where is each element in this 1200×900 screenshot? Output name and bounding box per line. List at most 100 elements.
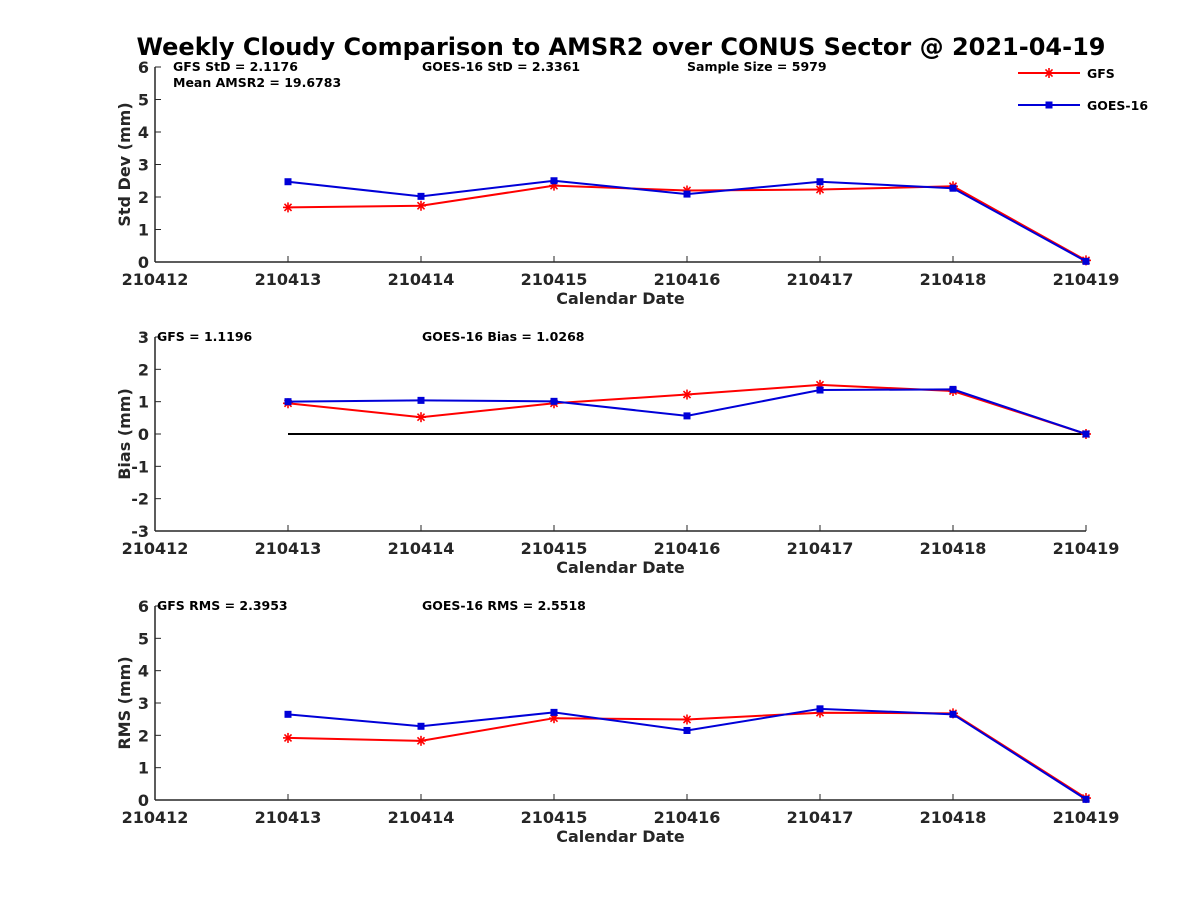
x-tick-label: 210414 (388, 808, 455, 827)
y-tick-label: 6 (138, 58, 149, 77)
x-tick-label: 210414 (388, 270, 455, 289)
series-goes-16 (284, 177, 1090, 265)
chart-3: 0 1 2 3 4 5 6 210412 210413 210414 210415 210416 210… (115, 597, 1119, 846)
data-point-marker (683, 726, 691, 734)
x-tick-label: 210415 (521, 270, 588, 289)
x-tick-label: 210415 (521, 808, 588, 827)
x-tick-label: 210418 (920, 808, 987, 827)
y-tick-label: 1 (138, 393, 149, 412)
y-tick-label: 4 (138, 662, 149, 681)
x-tick-label: 210416 (654, 270, 721, 289)
figure-title: Weekly Cloudy Comparison to AMSR2 over C… (137, 33, 1106, 61)
y-axis-label: Bias (mm) (115, 388, 134, 480)
data-point-marker (1082, 257, 1090, 265)
x-tick-label: 210419 (1053, 808, 1120, 827)
data-point-marker (417, 192, 425, 200)
x-tick-label: 210417 (787, 270, 854, 289)
y-tick-label: 5 (138, 629, 149, 648)
y-tick-label: 0 (138, 791, 149, 810)
y-tick-label: 3 (138, 156, 149, 175)
y-tick-label: 0 (138, 425, 149, 444)
stat-annotation: GFS RMS = 2.3953 (157, 598, 288, 613)
data-point-marker (949, 710, 957, 718)
data-point-marker (416, 735, 426, 746)
x-axis-label: Calendar Date (556, 558, 685, 577)
x-tick-label: 210418 (920, 539, 987, 558)
x-tick-label: 210412 (122, 539, 189, 558)
x-tick-label: 210412 (122, 270, 189, 289)
x-tick-label: 210416 (654, 539, 721, 558)
data-point-marker (816, 386, 824, 394)
y-tick-label: 1 (138, 759, 149, 778)
x-tick-label: 210413 (255, 808, 322, 827)
data-point-marker (284, 398, 292, 406)
x-tick-label: 210416 (654, 808, 721, 827)
data-point-marker (949, 385, 957, 393)
data-point-marker (284, 710, 292, 718)
y-tick-label: -1 (131, 457, 149, 476)
y-axis-label: Std Dev (mm) (115, 102, 134, 226)
legend-label: GFS (1087, 66, 1115, 81)
x-tick-label: 210412 (122, 808, 189, 827)
y-tick-label: 6 (138, 597, 149, 616)
y-tick-label: 2 (138, 360, 149, 379)
x-axis-label: Calendar Date (556, 827, 685, 846)
y-tick-label: 1 (138, 221, 149, 240)
data-point-marker (283, 202, 293, 213)
stat-annotation: GFS StD = 2.1176 (173, 59, 298, 74)
x-tick-label: 210413 (255, 539, 322, 558)
x-tick-label: 210415 (521, 539, 588, 558)
legend-marker (1045, 101, 1053, 109)
data-point-marker (1082, 795, 1090, 803)
y-tick-label: -3 (131, 522, 149, 541)
legend-marker (1044, 68, 1054, 78)
x-tick-label: 210417 (787, 539, 854, 558)
y-axis-label: RMS (mm) (115, 656, 134, 749)
data-point-marker (949, 184, 957, 192)
stat-annotation: GOES-16 RMS = 2.5518 (422, 598, 586, 613)
data-point-marker (416, 412, 426, 423)
data-point-marker (815, 184, 825, 195)
stat-annotation: GFS = 1.1196 (157, 329, 253, 344)
data-point-marker (416, 200, 426, 211)
data-point-marker (682, 389, 692, 400)
y-tick-label: 3 (138, 328, 149, 347)
data-point-marker (550, 397, 558, 405)
x-axis-label: Calendar Date (556, 289, 685, 308)
x-tick-label: 210419 (1053, 270, 1120, 289)
chart-2: -3 -2 -1 0 1 2 3 210412 210413 210414 210415 210416… (115, 328, 1119, 577)
stat-annotation: Sample Size = 5979 (687, 59, 827, 74)
data-point-marker (683, 190, 691, 198)
x-tick-label: 210417 (787, 808, 854, 827)
x-tick-label: 210414 (388, 539, 455, 558)
chart-1: 0 1 2 3 4 5 6 210412 210413 210414 210415 210416 210… (115, 58, 1119, 308)
data-point-marker (283, 732, 293, 743)
y-tick-label: -2 (131, 490, 149, 509)
series-goes-16 (284, 705, 1090, 803)
data-point-marker (682, 714, 692, 725)
data-point-marker (550, 177, 558, 185)
stat-annotation: Mean AMSR2 = 19.6783 (173, 75, 341, 90)
y-tick-label: 5 (138, 91, 149, 110)
legend-label: GOES-16 (1087, 98, 1148, 113)
data-point-marker (417, 396, 425, 404)
data-point-marker (683, 412, 691, 420)
y-tick-label: 2 (138, 726, 149, 745)
data-point-marker (816, 705, 824, 713)
y-tick-label: 2 (138, 188, 149, 207)
y-tick-label: 4 (138, 123, 149, 142)
legend-item-gfs: GFS (1018, 66, 1115, 81)
stat-annotation: GOES-16 Bias = 1.0268 (422, 329, 584, 344)
y-tick-label: 0 (138, 253, 149, 272)
data-point-marker (417, 722, 425, 730)
data-point-marker (550, 708, 558, 716)
series-goes-16 (284, 385, 1090, 438)
data-point-marker (816, 178, 824, 186)
legend-item-goes-16: GOES-16 (1018, 98, 1148, 113)
legend: GFS GOES-16 (1018, 66, 1148, 113)
data-point-marker (284, 178, 292, 186)
x-tick-label: 210418 (920, 270, 987, 289)
